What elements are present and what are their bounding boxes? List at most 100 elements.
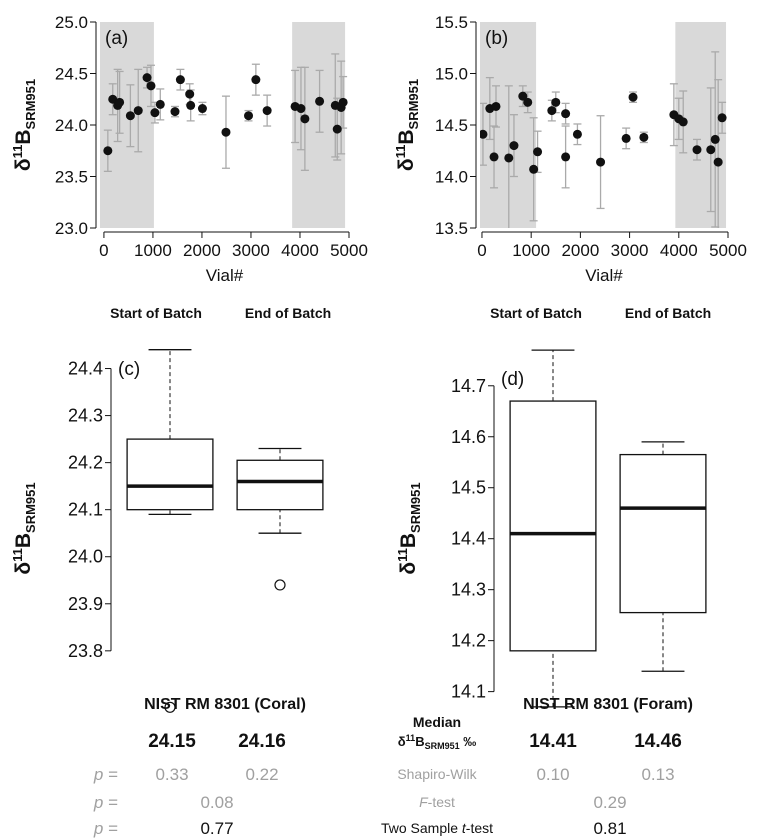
y-tick-label: 24.2 [68,453,103,473]
y-tick-label: 15.0 [435,65,468,84]
label: -test [466,820,493,836]
point [244,111,254,121]
median-value: 24.15 [148,731,196,752]
y-tick-label: 23.8 [68,641,103,661]
x-tick-label: 4000 [281,241,319,260]
x-axis-label: NIST RM 8301 (Coral) [144,696,306,713]
point [480,129,488,139]
y-tick-label: 14.7 [451,376,486,396]
point [197,104,207,114]
point [639,132,649,142]
test-label: Two Sample t-test [381,820,493,836]
label: Shapiro-Wilk [397,766,477,782]
sup: 11 [406,733,416,743]
panel-label: (d) [501,369,524,390]
x-tick-label: 0 [477,241,486,260]
p-value: 0.08 [200,793,233,812]
point [186,100,196,110]
y-axis-label: δ11BSRM951 [395,482,423,574]
unit: ‰ [460,734,477,749]
outlier [164,701,176,713]
symbol: δ [12,158,35,171]
x-axis-label: Vial# [206,266,244,285]
x-tick-label: 1000 [134,241,172,260]
symbol: δ [397,562,420,575]
panel-label: (c) [118,359,140,380]
point [523,97,533,107]
box [236,459,324,511]
y-tick-label: 14.5 [435,116,468,135]
label: F [419,794,429,810]
point [185,89,195,99]
point [338,97,348,107]
sub: SRM951 [425,741,460,751]
point [533,147,543,157]
p: p [93,765,103,784]
point [706,145,716,155]
region-label: Start of Batch [490,305,582,321]
point [251,75,261,85]
point [108,94,118,104]
y-tick-label: 14.4 [451,529,486,549]
point [678,117,688,127]
sup: 11 [395,548,410,562]
y-tick-label: 14.0 [435,168,468,187]
point [572,129,582,139]
sub: SRM951 [23,482,38,533]
p-value: 0.13 [641,765,674,784]
base: B [397,533,420,548]
y-axis-label: δ11BSRM951 [10,79,38,171]
y-tick-label: 13.5 [435,219,468,238]
x-tick-label: 3000 [611,241,649,260]
point [300,114,310,124]
point [125,111,135,121]
x-axis-label: Vial# [585,266,623,285]
y-tick-label: 24.5 [55,65,88,84]
point [518,91,528,101]
x-tick-label: 3000 [232,241,270,260]
region-label: End of Batch [625,305,711,321]
point [142,73,152,83]
y-tick-label: 25.0 [55,13,88,32]
p-value: 0.10 [536,765,569,784]
point [150,108,160,118]
point [489,152,499,162]
base: B [12,533,35,548]
point [717,113,727,123]
y-tick-label: 24.1 [68,500,103,520]
x-tick-label: 4000 [660,241,698,260]
label: -test [428,794,455,810]
y-tick-label: 24.0 [68,547,103,567]
label: Two Sample [381,820,462,836]
base: B [415,734,424,749]
point [713,157,723,167]
median-value: 24.16 [238,731,286,752]
sup: 11 [393,145,408,159]
point [221,127,231,137]
point [596,157,606,167]
sup: 11 [10,145,25,159]
point [547,106,557,116]
point [710,134,720,144]
point [491,101,501,111]
y-tick-label: 23.0 [55,219,88,238]
point [175,75,185,85]
y-tick-label: 15.5 [435,13,468,32]
panel-label: (a) [105,28,128,49]
data-layer [103,53,348,173]
base: B [12,129,35,144]
y-axis-label: δ11BSRM951 [10,482,38,574]
shaded-region [480,22,537,228]
p-value: 0.77 [200,819,233,838]
point [504,153,514,163]
y-tick-label: 24.3 [68,406,103,426]
point [103,146,113,156]
point [551,97,561,107]
p-value: 0.22 [245,765,278,784]
p-prefix: p = [93,765,118,784]
y-tick-label: 23.5 [55,168,88,187]
median-unit: δ11BSRM951 ‰ [398,733,476,751]
point [332,124,342,134]
point [296,104,306,114]
p: p [93,819,103,838]
